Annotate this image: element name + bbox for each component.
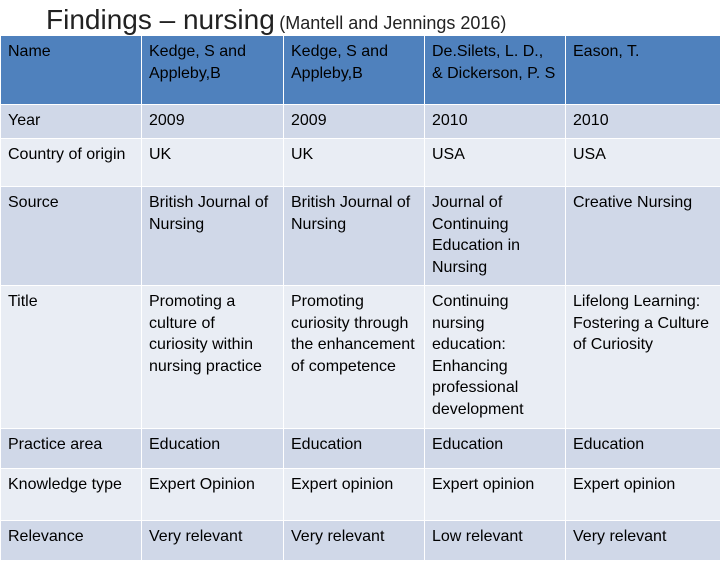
table-cell: Low relevant <box>425 521 566 561</box>
row-label: Knowledge type <box>1 469 142 521</box>
header-cell: Kedge, S and Appleby,B <box>284 36 425 105</box>
table-cell: Creative Nursing <box>566 187 720 286</box>
table-cell: Very relevant <box>284 521 425 561</box>
table-cell: Lifelong Learning: Fostering a Culture o… <box>566 286 720 429</box>
table-cell: Education <box>142 429 284 469</box>
table-cell: Expert opinion <box>566 469 720 521</box>
slide-title: Findings – nursing (Mantell and Jennings… <box>46 4 506 36</box>
table-cell: Education <box>284 429 425 469</box>
slide: {"header": {"title": "Findings – nursing… <box>0 0 720 540</box>
table-cell: Continuing nursing education: Enhancing … <box>425 286 566 429</box>
row-label: Practice area <box>1 429 142 469</box>
header-cell: Name <box>1 36 142 105</box>
table-cell: Very relevant <box>566 521 720 561</box>
table-cell: Very relevant <box>142 521 284 561</box>
header-cell: De.Silets, L. D., & Dickerson, P. S <box>425 36 566 105</box>
subtitle: (Mantell and Jennings 2016) <box>279 13 506 33</box>
table-cell: Promoting curiosity through the enhancem… <box>284 286 425 429</box>
table-cell: 2010 <box>566 105 720 139</box>
table-cell: UK <box>142 139 284 187</box>
row-label: Year <box>1 105 142 139</box>
table-cell: 2010 <box>425 105 566 139</box>
table-cell: 2009 <box>142 105 284 139</box>
header-cell: Eason, T. <box>566 36 720 105</box>
row-label: Source <box>1 187 142 286</box>
title: Findings – nursing <box>46 4 275 35</box>
header-cell: Kedge, S and Appleby,B <box>142 36 284 105</box>
table-cell: Education <box>425 429 566 469</box>
table-cell: Expert opinion <box>425 469 566 521</box>
table-cell: USA <box>566 139 720 187</box>
table-cell: Expert Opinion <box>142 469 284 521</box>
table-cell: UK <box>284 139 425 187</box>
row-label: Country of origin <box>1 139 142 187</box>
table-cell: Expert opinion <box>284 469 425 521</box>
table-cell: British Journal of Nursing <box>284 187 425 286</box>
table-cell: British Journal of Nursing <box>142 187 284 286</box>
table-cell: Journal of Continuing Education in Nursi… <box>425 187 566 286</box>
row-label: Relevance <box>1 521 142 561</box>
table-cell: USA <box>425 139 566 187</box>
table-cell: Education <box>566 429 720 469</box>
row-label: Title <box>1 286 142 429</box>
table-cell: Promoting a culture of curiosity within … <box>142 286 284 429</box>
table-cell: 2009 <box>284 105 425 139</box>
